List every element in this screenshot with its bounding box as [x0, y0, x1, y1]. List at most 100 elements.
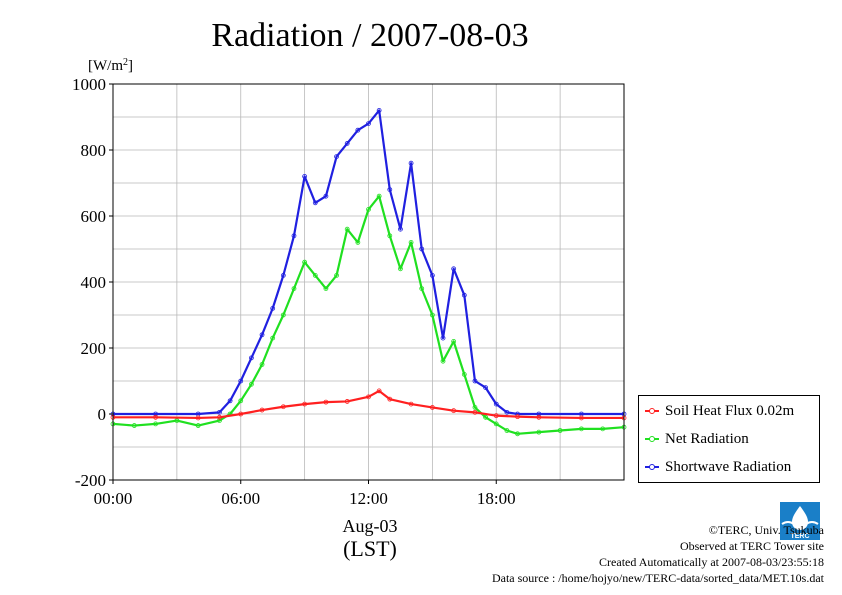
- data-point: [270, 305, 276, 311]
- chart-title: Radiation / 2007-08-03: [211, 17, 528, 54]
- data-point: [419, 286, 425, 292]
- data-point: [217, 409, 222, 415]
- y-tick-label: 200: [81, 339, 107, 358]
- data-point: [493, 413, 499, 419]
- series-layer: [110, 108, 627, 437]
- data-point: [334, 154, 339, 160]
- data-point: [355, 239, 361, 245]
- data-point: [344, 399, 350, 404]
- series-line-soil-heat-flux-0-02m: [113, 389, 624, 420]
- data-point: [579, 426, 584, 432]
- x-tick-label: 00:00: [94, 489, 133, 508]
- data-point: [195, 423, 201, 428]
- data-point: [387, 233, 393, 239]
- data-point: [291, 286, 297, 292]
- y-axis-unit: [W/m2]: [88, 57, 133, 75]
- data-point: [323, 399, 329, 405]
- data-point: [312, 200, 318, 206]
- data-point: [302, 173, 308, 179]
- data-point: [131, 423, 137, 428]
- data-point: [483, 385, 489, 391]
- y-tick-label: 1000: [72, 75, 106, 94]
- data-point: [217, 418, 222, 424]
- chart-legend: Soil Heat Flux 0.02m Net Radiation Short…: [638, 395, 820, 483]
- data-point: [536, 414, 542, 420]
- data-point: [429, 272, 435, 278]
- x-tick-label: 12:00: [349, 489, 388, 508]
- data-point: [398, 266, 403, 272]
- data-point: [504, 428, 510, 433]
- data-point: [472, 409, 478, 415]
- data-point: [153, 414, 158, 420]
- credits-block: ©TERC, Univ. Tsukuba Observed at TERC To…: [492, 522, 824, 586]
- data-point: [153, 421, 158, 427]
- data-point: [153, 411, 158, 417]
- series-line-shortwave-radiation: [113, 109, 624, 416]
- observed-text: Observed at TERC Tower site: [679, 539, 824, 553]
- data-point: [259, 407, 265, 413]
- data-point: [440, 335, 446, 341]
- data-point: [408, 160, 414, 166]
- data-point: [238, 378, 244, 384]
- data-point: [366, 121, 371, 126]
- series-line-net-radiation: [112, 195, 625, 435]
- data-point: [557, 428, 563, 433]
- data-point: [259, 332, 265, 338]
- source-text: Data source : /home/hojyo/new/TERC-data/…: [491, 571, 824, 585]
- data-point: [387, 187, 393, 193]
- legend-item-soil-heat-flux: Soil Heat Flux 0.02m: [645, 400, 794, 422]
- data-point: [280, 272, 286, 278]
- data-point: [429, 312, 435, 318]
- data-point: [366, 394, 371, 400]
- data-point: [248, 381, 254, 387]
- data-point: [344, 140, 350, 146]
- grid-lines: [112, 83, 625, 481]
- copyright-text: ©TERC, Univ. Tsukuba: [708, 523, 824, 537]
- y-tick-labels: -200 0 200 400 600 800 1000: [72, 75, 113, 490]
- x-axis-title: (LST): [343, 536, 397, 561]
- data-point: [440, 358, 446, 364]
- data-point: [334, 272, 339, 278]
- data-point: [600, 426, 606, 432]
- data-point: [238, 411, 244, 417]
- legend-item-net-radiation: Net Radiation: [645, 428, 749, 450]
- data-point: [270, 335, 276, 341]
- data-point: [323, 193, 329, 199]
- data-point: [451, 408, 457, 414]
- data-point: [238, 398, 244, 404]
- data-point: [323, 286, 329, 292]
- data-point: [429, 404, 435, 410]
- data-point: [408, 401, 414, 407]
- data-point: [451, 266, 457, 272]
- data-point: [195, 415, 201, 421]
- x-tick-labels: 00:00 06:00 12:00 18:00: [94, 480, 516, 508]
- data-point: [291, 233, 297, 239]
- data-point: [302, 259, 308, 265]
- data-point: [280, 312, 286, 318]
- legend-label: Shortwave Radiation: [665, 458, 792, 475]
- data-point: [227, 398, 233, 404]
- data-point: [387, 396, 393, 402]
- logo-text: TERC: [790, 533, 809, 540]
- data-point: [493, 421, 499, 427]
- legend-label: Soil Heat Flux 0.02m: [665, 402, 795, 419]
- data-point: [461, 292, 467, 298]
- data-point: [515, 431, 520, 437]
- data-point: [302, 401, 308, 407]
- data-point: [355, 127, 361, 133]
- data-point: [280, 404, 286, 410]
- x-axis-date-label: Aug-03: [343, 516, 398, 536]
- data-point: [504, 409, 510, 415]
- legend-swatch-green: [645, 436, 659, 442]
- legend-swatch-blue: [645, 464, 659, 470]
- data-point: [376, 388, 382, 394]
- data-point: [398, 226, 403, 232]
- x-tick-label: 18:00: [477, 489, 516, 508]
- data-point: [493, 401, 499, 407]
- data-point: [536, 411, 542, 417]
- y-tick-label: -200: [75, 471, 106, 490]
- data-point: [248, 355, 254, 361]
- data-point: [579, 415, 584, 421]
- data-point: [536, 429, 542, 435]
